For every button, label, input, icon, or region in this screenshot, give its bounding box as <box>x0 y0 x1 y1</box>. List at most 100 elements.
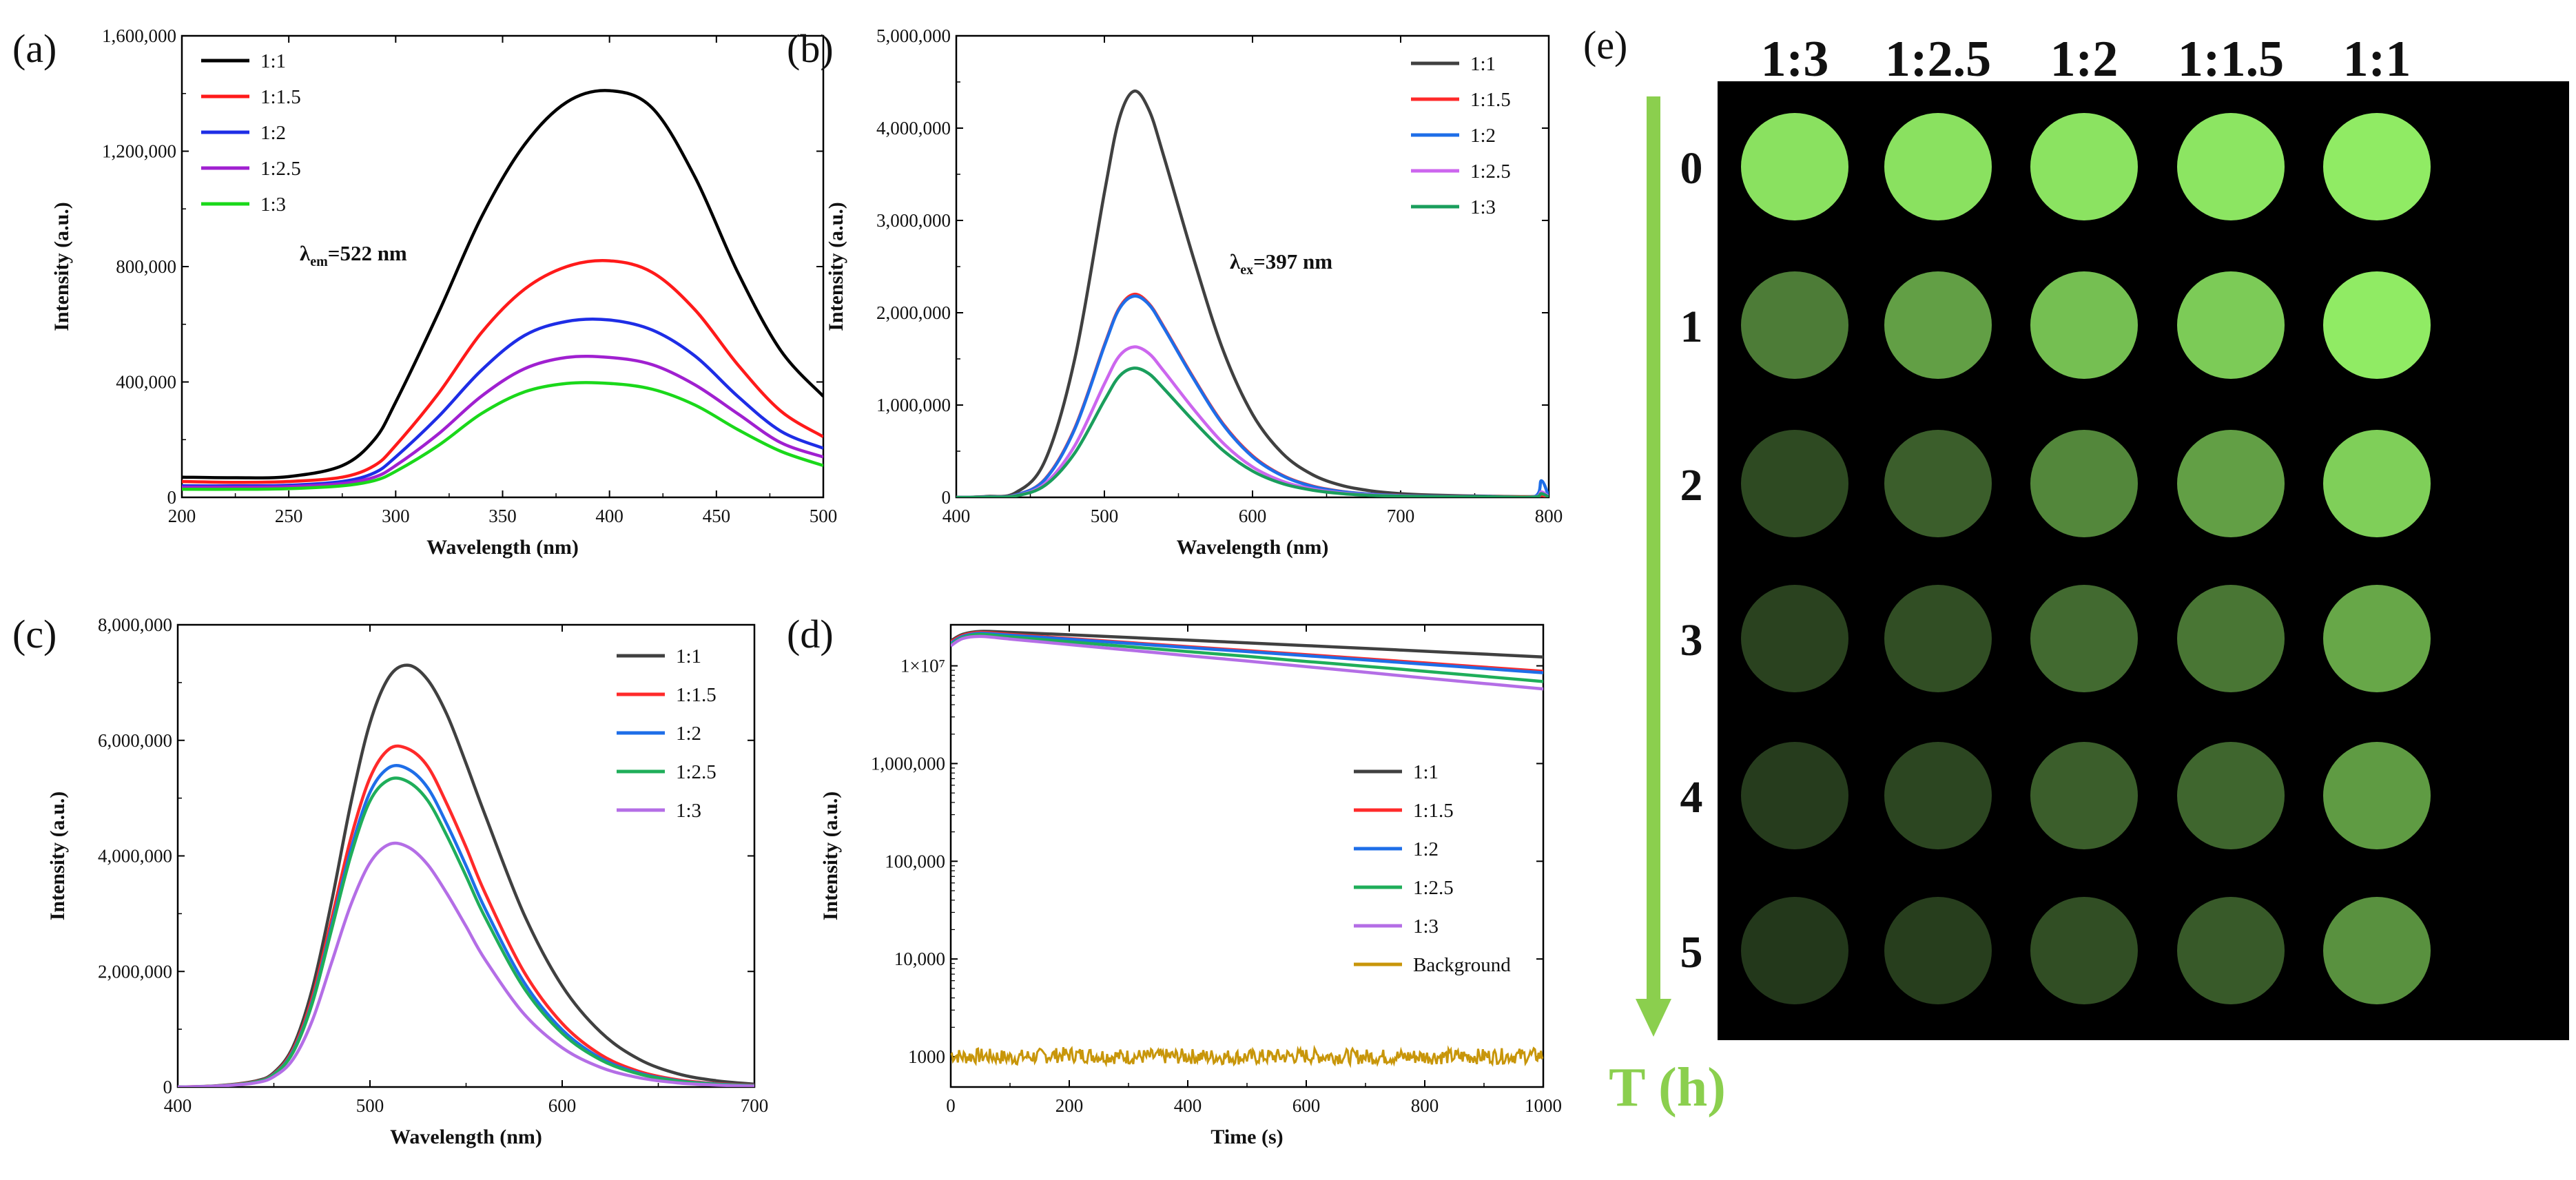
luminescent-spot <box>1884 271 1992 379</box>
legend-label: 1:3 <box>260 194 286 216</box>
y-tick-label: 1,200,000 <box>102 141 176 162</box>
row-label: 0 <box>1680 143 1703 194</box>
legend-label: 1:1.5 <box>260 86 301 108</box>
series-line-1-2_5 <box>951 632 1543 683</box>
x-axis-label: Time (s) <box>1210 1126 1283 1148</box>
luminescent-spot <box>2030 897 2138 1004</box>
luminescent-spot <box>2030 585 2138 692</box>
luminescent-spot <box>1741 271 1848 379</box>
y-tick-label: 1×10⁷ <box>900 656 945 676</box>
x-tick-label: 500 <box>810 506 838 526</box>
lambda-annotation: λem=522 nm <box>300 241 407 269</box>
lambda-value: =522 nm <box>328 241 407 265</box>
row-label: 4 <box>1680 772 1703 822</box>
plot-frame <box>176 623 756 1088</box>
lambda-annotation: λex=397 nm <box>1230 249 1332 278</box>
luminescent-spot <box>1741 897 1848 1004</box>
series-group <box>956 90 1549 497</box>
luminescent-spot <box>2323 113 2431 220</box>
legend-label: 1:2 <box>1470 125 1496 147</box>
column-header: 1:2.5 <box>1885 31 1991 87</box>
series-line-1-2_5 <box>178 776 754 1087</box>
x-tick-label: 400 <box>164 1095 192 1116</box>
legend-label: 1:1 <box>676 645 701 667</box>
panel-b: (b) 400 500 600 700 800 0 1,000,000 2,000,000 3,0… <box>787 25 1563 559</box>
row-label: 2 <box>1680 460 1703 510</box>
legend-label: 1:2 <box>1413 838 1439 860</box>
luminescent-spot <box>2323 585 2431 692</box>
luminescent-spot <box>1884 113 1992 220</box>
lambda-symbol: λ <box>300 241 311 265</box>
legend-label: 1:3 <box>1413 915 1439 938</box>
luminescent-spot <box>1884 430 1992 537</box>
x-tick-label: 400 <box>942 506 971 526</box>
luminescent-spot <box>2177 742 2285 849</box>
legend: 1:1 1:1.5 1:2 1:2.5 1:3 <box>201 50 301 216</box>
panel-e: (e) 1:3 1:2.5 1:2 1:1.5 1:1 0 1 2 3 4 5 T (h) <box>1583 23 2569 1118</box>
column-header: 1:1 <box>2343 31 2411 87</box>
luminescent-spot <box>2177 585 2285 692</box>
y-tick-label: 4,000,000 <box>876 118 951 138</box>
lambda-subscript: ex <box>1240 262 1253 278</box>
series-line-1-3 <box>178 841 754 1087</box>
y-axis-label: Intensity (a.u.) <box>46 791 69 921</box>
x-tick-label: 400 <box>1174 1095 1202 1116</box>
panel-label: (e) <box>1583 23 1627 68</box>
legend-label: 1:1.5 <box>1413 800 1454 822</box>
luminescent-spot <box>2177 113 2285 220</box>
luminescent-spot <box>2323 271 2431 379</box>
y-tick-label: 100,000 <box>885 851 945 871</box>
series-line-1-1_5 <box>182 259 823 484</box>
x-tick-label: 600 <box>1292 1095 1321 1116</box>
series-group <box>178 663 754 1087</box>
legend-label: 1:1 <box>1470 53 1496 75</box>
luminescent-spot <box>2177 430 2285 537</box>
luminescent-spot <box>1884 897 1992 1004</box>
y-axis-label: Intensity (a.u.) <box>50 202 73 331</box>
column-header: 1:3 <box>1761 31 1829 87</box>
luminescent-spot <box>2323 430 2431 537</box>
legend-label: 1:1 <box>1413 761 1439 783</box>
x-tick-label: 800 <box>1411 1095 1439 1116</box>
x-tick-label: 250 <box>275 506 303 526</box>
y-tick-label: 0 <box>163 1077 173 1097</box>
panel-label: (c) <box>12 612 56 656</box>
y-tick-label: 1,600,000 <box>102 25 176 46</box>
series-line-1-2_5 <box>956 345 1549 497</box>
series-line-1-1_5 <box>178 744 754 1087</box>
y-axis-label: Intensity (a.u.) <box>825 202 847 331</box>
y-tick-label: 1,000,000 <box>871 753 945 774</box>
luminescent-spot <box>1741 430 1848 537</box>
photo-background <box>1718 81 2569 1040</box>
luminescent-spot <box>1741 742 1848 849</box>
legend: 1:1 1:1.5 1:2 1:2.5 1:3 <box>617 645 717 822</box>
series-group <box>182 89 823 491</box>
legend-label: 1:2.5 <box>676 761 717 783</box>
y-tick-label: 3,000,000 <box>876 210 951 231</box>
luminescent-spot <box>2323 742 2431 849</box>
x-tick-label: 350 <box>488 506 517 526</box>
y-axis-label: Intensity (a.u.) <box>819 791 842 921</box>
series-line-1-3 <box>956 366 1549 497</box>
y-tick-label: 8,000,000 <box>98 614 172 635</box>
legend-label: 1:1 <box>260 50 286 72</box>
luminescent-spot <box>2177 271 2285 379</box>
y-tick-label: 0 <box>942 487 951 508</box>
series-group <box>951 630 1543 1068</box>
y-tick-label: 6,000,000 <box>98 730 172 751</box>
series-line-1-2_5 <box>182 354 823 489</box>
luminescent-spot <box>1884 585 1992 692</box>
lambda-subscript: em <box>310 254 328 269</box>
y-tick-label: 400,000 <box>116 372 176 393</box>
row-label: 5 <box>1680 927 1703 977</box>
row-label: 3 <box>1680 615 1703 665</box>
legend: 1:1 1:1.5 1:2 1:2.5 1:3 <box>1411 53 1511 218</box>
y-tick-label: 800,000 <box>116 256 176 277</box>
row-label: 1 <box>1680 302 1703 352</box>
luminescent-spot <box>2030 430 2138 537</box>
luminescent-spot <box>2030 742 2138 849</box>
legend: 1:1 1:1.5 1:2 1:2.5 1:3 Background <box>1354 761 1511 976</box>
column-header: 1:2 <box>2050 31 2119 87</box>
luminescent-spot <box>2030 113 2138 220</box>
series-line-1-1 <box>956 90 1549 497</box>
